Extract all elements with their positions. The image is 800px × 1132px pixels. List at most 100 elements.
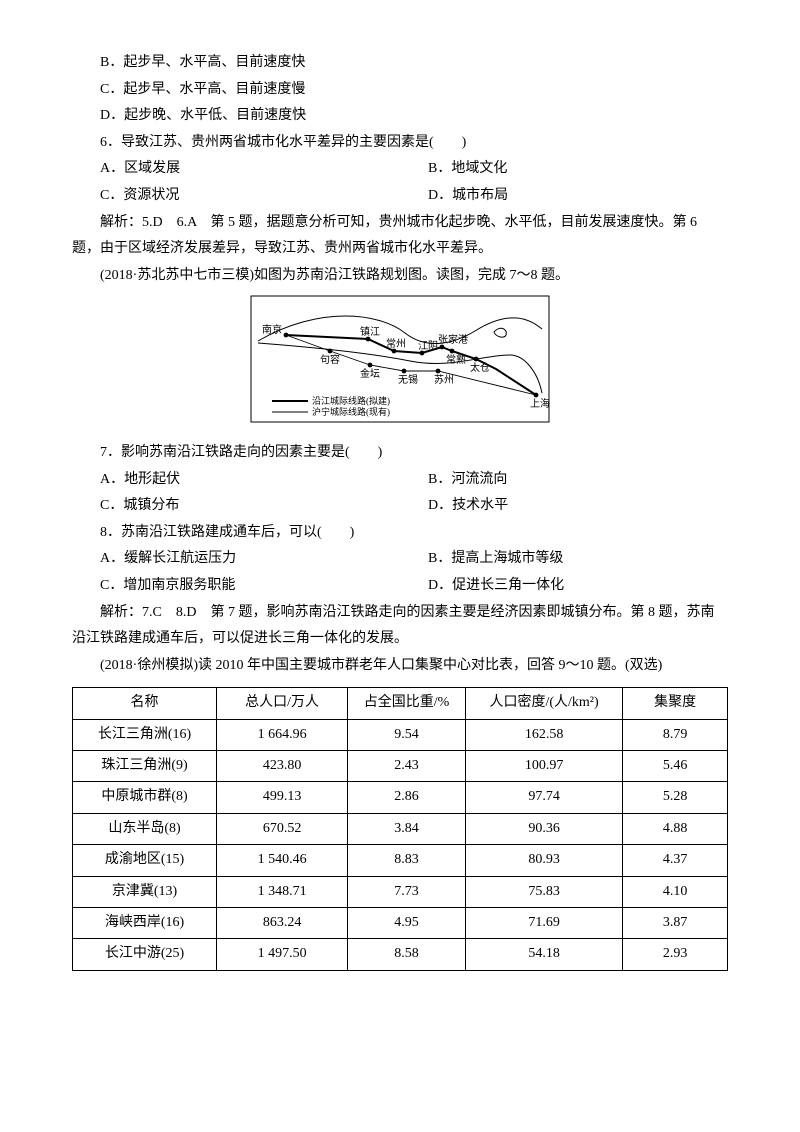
table-body: 长江三角洲(16)1 664.969.54162.588.79珠江三角洲(9)4… — [73, 719, 728, 970]
name-cell: 成渝地区(15) — [73, 845, 217, 876]
table-row: 京津冀(13)1 348.717.7375.834.10 — [73, 876, 728, 907]
num-cell: 162.58 — [465, 719, 622, 750]
q7-row-cd: C．城镇分布 D．技术水平 — [72, 493, 728, 520]
city-label: 镇江 — [360, 325, 380, 338]
table-head: 名称总人口/万人占全国比重/%人口密度/(人/km²)集聚度 — [73, 688, 728, 719]
q8-row-cd: C．增加南京服务职能 D．促进长三角一体化 — [72, 573, 728, 600]
name-cell: 长江中游(25) — [73, 939, 217, 970]
num-cell: 100.97 — [465, 751, 622, 782]
name-cell: 长江三角洲(16) — [73, 719, 217, 750]
q6-stem: 6．导致江苏、贵州两省城市化水平差异的主要因素是( ) — [72, 130, 728, 157]
city-label: 南京 — [262, 323, 282, 336]
q7d: D．技术水平 — [400, 493, 728, 520]
q7-row-ab: A．地形起伏 B．河流流向 — [72, 467, 728, 494]
name-cell: 京津冀(13) — [73, 876, 217, 907]
table-header-row: 名称总人口/万人占全国比重/%人口密度/(人/km²)集聚度 — [73, 688, 728, 719]
num-cell: 90.36 — [465, 813, 622, 844]
name-cell: 中原城市群(8) — [73, 782, 217, 813]
table-row: 长江三角洲(16)1 664.969.54162.588.79 — [73, 719, 728, 750]
q6b: B．地域文化 — [400, 156, 728, 183]
q8a: A．缓解长江航运压力 — [72, 546, 400, 573]
city-label: 上海 — [530, 397, 550, 410]
num-cell: 2.93 — [623, 939, 728, 970]
num-cell: 5.46 — [623, 751, 728, 782]
table-header-cell: 人口密度/(人/km²) — [465, 688, 622, 719]
num-cell: 1 540.46 — [217, 845, 348, 876]
table-row: 成渝地区(15)1 540.468.8380.934.37 — [73, 845, 728, 876]
num-cell: 4.88 — [623, 813, 728, 844]
name-cell: 珠江三角洲(9) — [73, 751, 217, 782]
city-label: 句容 — [320, 353, 340, 366]
city-cluster-table: 名称总人口/万人占全国比重/%人口密度/(人/km²)集聚度 长江三角洲(16)… — [72, 687, 728, 971]
city-label: 苏州 — [434, 373, 454, 386]
table-row: 海峡西岸(16)863.244.9571.693.87 — [73, 908, 728, 939]
table-header-cell: 占全国比重/% — [348, 688, 466, 719]
railway-svg: 南京句容金坛 镇江常州无锡 江阴张家港苏州 常熟太仓上海 沿江城际线路(拟建) 沪宁城… — [250, 295, 550, 423]
island — [494, 329, 506, 338]
city-label: 常熟 — [446, 353, 466, 366]
q6d: D．城市布局 — [400, 183, 728, 210]
q8d: D．促进长三角一体化 — [400, 573, 728, 600]
city-label: 张家港 — [438, 333, 468, 346]
num-cell: 1 664.96 — [217, 719, 348, 750]
num-cell: 97.74 — [465, 782, 622, 813]
num-cell: 2.43 — [348, 751, 466, 782]
city-label: 江阴 — [418, 340, 438, 352]
q7b: B．河流流向 — [400, 467, 728, 494]
q8c: C．增加南京服务职能 — [72, 573, 400, 600]
opt-d: D．起步晚、水平低、目前速度快 — [72, 103, 728, 130]
city-label: 金坛 — [360, 367, 380, 380]
legend: 沿江城际线路(拟建) 沪宁城际线路(现有) — [272, 395, 390, 417]
q8-stem: 8．苏南沿江铁路建成通车后，可以( ) — [72, 520, 728, 547]
table-header-cell: 名称 — [73, 688, 217, 719]
num-cell: 80.93 — [465, 845, 622, 876]
city-label: 常州 — [386, 337, 406, 350]
num-cell: 75.83 — [465, 876, 622, 907]
table-row: 中原城市群(8)499.132.8697.745.28 — [73, 782, 728, 813]
city-node — [328, 349, 333, 354]
city-node — [368, 363, 373, 368]
opt-c: C．起步早、水平高、目前速度慢 — [72, 77, 728, 104]
q7-stem: 7．影响苏南沿江铁路走向的因素主要是( ) — [72, 440, 728, 467]
num-cell: 4.95 — [348, 908, 466, 939]
num-cell: 8.83 — [348, 845, 466, 876]
name-cell: 海峡西岸(16) — [73, 908, 217, 939]
num-cell: 3.84 — [348, 813, 466, 844]
table-header-cell: 总人口/万人 — [217, 688, 348, 719]
city-node — [284, 333, 289, 338]
num-cell: 1 497.50 — [217, 939, 348, 970]
city-label: 太仓 — [470, 361, 490, 374]
q7a: A．地形起伏 — [72, 467, 400, 494]
q6c: C．资源状况 — [72, 183, 400, 210]
q6a: A．区域发展 — [72, 156, 400, 183]
intro-910: (2018·徐州模拟)读 2010 年中国主要城市群老年人口集聚中心对比表，回答… — [72, 653, 728, 680]
num-cell: 8.79 — [623, 719, 728, 750]
num-cell: 5.28 — [623, 782, 728, 813]
num-cell: 1 348.71 — [217, 876, 348, 907]
city-label: 无锡 — [398, 373, 418, 386]
num-cell: 7.73 — [348, 876, 466, 907]
city-node — [450, 349, 455, 354]
legend-text-existing: 沪宁城际线路(现有) — [312, 406, 390, 417]
city-node — [474, 357, 479, 362]
opt-b: B．起步早、水平高、目前速度快 — [72, 50, 728, 77]
ans-78: 解析：7.C 8.D 第 7 题，影响苏南沿江铁路走向的因素主要是经济因素即城镇… — [72, 600, 728, 653]
table-row: 珠江三角洲(9)423.802.43100.975.46 — [73, 751, 728, 782]
num-cell: 9.54 — [348, 719, 466, 750]
table-row: 长江中游(25)1 497.508.5854.182.93 — [73, 939, 728, 970]
intro-78: (2018·苏北苏中七市三模)如图为苏南沿江铁路规划图。读图，完成 7～8 题。 — [72, 263, 728, 290]
num-cell: 423.80 — [217, 751, 348, 782]
q7c: C．城镇分布 — [72, 493, 400, 520]
num-cell: 2.86 — [348, 782, 466, 813]
city-node — [436, 369, 441, 374]
num-cell: 3.87 — [623, 908, 728, 939]
ans-56: 解析：5.D 6.A 第 5 题，据题意分析可知，贵州城市化起步晚、水平低，目前… — [72, 210, 728, 263]
table-row: 山东半岛(8)670.523.8490.364.88 — [73, 813, 728, 844]
num-cell: 71.69 — [465, 908, 622, 939]
num-cell: 499.13 — [217, 782, 348, 813]
num-cell: 8.58 — [348, 939, 466, 970]
q6-row-cd: C．资源状况 D．城市布局 — [72, 183, 728, 210]
railway-figure: 南京句容金坛 镇江常州无锡 江阴张家港苏州 常熟太仓上海 沿江城际线路(拟建) 沪宁城… — [72, 295, 728, 434]
q8b: B．提高上海城市等级 — [400, 546, 728, 573]
q8-row-ab: A．缓解长江航运压力 B．提高上海城市等级 — [72, 546, 728, 573]
